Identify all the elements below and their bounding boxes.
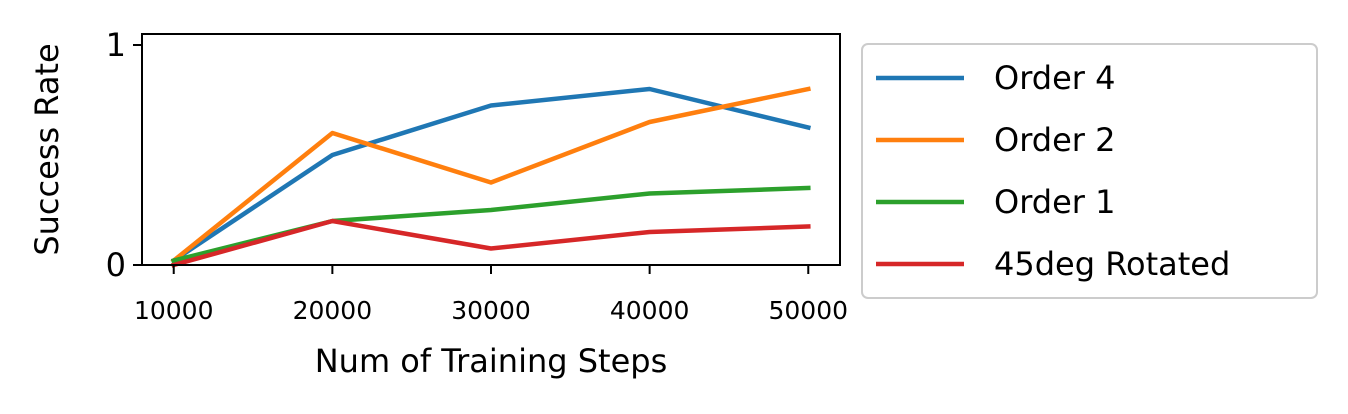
x-axis-title: Num of Training Steps xyxy=(315,342,668,380)
x-tick-label: 10000 xyxy=(134,296,214,325)
series-line-4 xyxy=(170,218,811,268)
legend-item-3: Order 1 xyxy=(876,183,1115,221)
legend-label: Order 1 xyxy=(994,183,1115,221)
legend-label: Order 2 xyxy=(994,121,1115,159)
y-axis-ticks: 01 xyxy=(106,26,142,284)
series-lines xyxy=(170,86,812,268)
legend-box xyxy=(861,43,1318,299)
legend: Order 4 Order 2 Order 1 45deg Rotated xyxy=(861,43,1318,299)
legend-label: 45deg Rotated xyxy=(994,245,1230,283)
series-line-2 xyxy=(170,86,811,264)
x-tick-label: 20000 xyxy=(293,296,373,325)
x-tick-label: 50000 xyxy=(769,296,849,325)
legend-item-4: 45deg Rotated xyxy=(876,245,1230,283)
series-line-1 xyxy=(170,86,812,264)
y-axis-title: Success Rate xyxy=(28,43,66,255)
x-tick-label: 40000 xyxy=(610,296,690,325)
y-tick-label: 0 xyxy=(106,246,126,284)
legend-label: Order 4 xyxy=(994,59,1115,97)
x-tick-label: 30000 xyxy=(451,296,531,325)
x-axis-ticks: 10000 20000 30000 40000 50000 xyxy=(134,265,848,325)
legend-item-2: Order 2 xyxy=(876,121,1115,159)
legend-item-1: Order 4 xyxy=(876,59,1115,97)
y-tick-label: 1 xyxy=(106,26,126,64)
